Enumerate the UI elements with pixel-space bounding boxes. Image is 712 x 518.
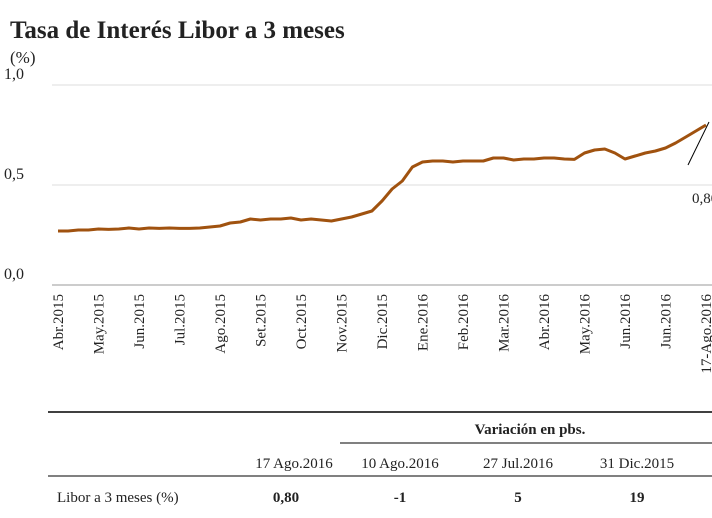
annotation-arrow: [687, 121, 710, 166]
table-cell: 5: [514, 490, 522, 506]
x-tick-label: Ene.2016: [416, 294, 432, 352]
x-tick-label: Oct.2015: [294, 294, 310, 349]
table-cell: 19: [630, 490, 645, 506]
x-tick-label: Mar.2016: [497, 294, 513, 352]
x-tick-label: Jun.2016: [618, 294, 634, 349]
chart-title: Tasa de Interés Libor a 3 meses: [10, 17, 345, 44]
x-tick-label: Jul.2015: [173, 294, 189, 345]
table-row-label: Libor a 3 meses (%): [57, 490, 179, 506]
x-tick-label: Set.2015: [254, 294, 270, 347]
table-group-header: Variación en pbs.: [475, 422, 586, 438]
x-tick-label: Nov.2015: [335, 294, 351, 353]
x-tick-label: Jun.2015: [132, 294, 148, 349]
y-tick-label: 0,5: [4, 166, 24, 183]
table-cell: 0,80: [273, 490, 299, 506]
x-tick-label: Abr.2015: [51, 294, 67, 350]
table-col-header: 31 Dic.2015: [600, 456, 674, 472]
table-cell: -1: [394, 490, 407, 506]
x-tick-label: May.2016: [578, 294, 594, 355]
y-tick-label: 0,0: [4, 266, 24, 283]
table-col-header: 27 Jul.2016: [483, 456, 554, 472]
x-tick-label: Jun.2016: [659, 294, 675, 349]
y-tick-label: 1,0: [4, 66, 24, 83]
table-col-header: 10 Ago.2016: [361, 456, 439, 472]
x-tick-label: 17-Ago.2016: [699, 294, 712, 374]
chart-subtitle: (%): [10, 48, 35, 67]
x-tick-label: Abr.2016: [537, 294, 553, 351]
x-tick-label: Ago.2015: [213, 294, 229, 354]
x-tick-label: May.2015: [92, 294, 108, 354]
table-col-header: 17 Ago.2016: [255, 456, 333, 472]
x-tick-label: Dic.2015: [375, 294, 391, 349]
annotation: 0,80: [692, 191, 712, 207]
x-tick-label: Feb.2016: [456, 294, 472, 351]
line-series: [58, 123, 707, 233]
